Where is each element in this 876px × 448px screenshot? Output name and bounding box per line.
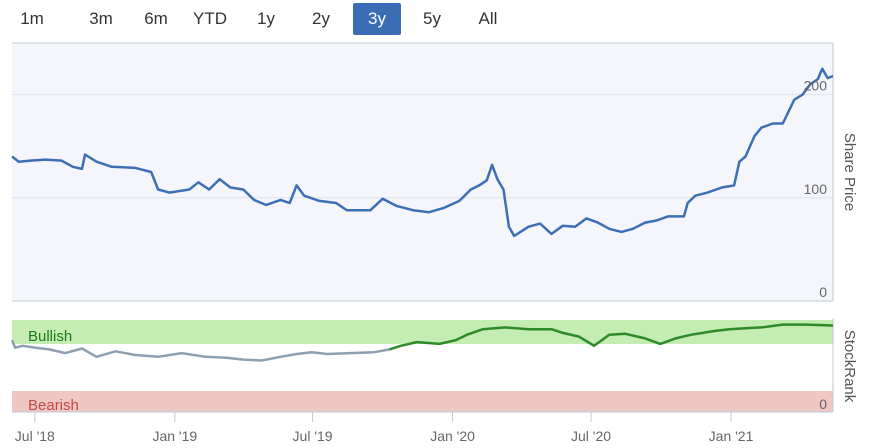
range-button-all[interactable]: All bbox=[478, 9, 498, 28]
share-price-line bbox=[11, 67, 834, 238]
bearish-label: Bearish bbox=[28, 397, 79, 414]
x-tick-label: Jul '19 bbox=[293, 428, 333, 444]
range-selector: 1m 3m 6m YTD 1y 2y 3y 5y All bbox=[0, 0, 520, 36]
price-plot-background bbox=[12, 43, 833, 301]
bullish-zone bbox=[12, 320, 833, 344]
bearish-zone bbox=[12, 391, 833, 412]
range-button-1y[interactable]: 1y bbox=[257, 9, 275, 28]
range-button-6m[interactable]: 6m bbox=[144, 9, 168, 28]
stockrank-line-neutral bbox=[10, 339, 390, 362]
price-tick-label: 200 bbox=[804, 78, 828, 94]
price-tick-label: 0 bbox=[819, 284, 827, 300]
share-price-axis-title: Share Price bbox=[841, 133, 858, 211]
range-button-3y[interactable]: 3y bbox=[353, 3, 401, 35]
stockrank-axis-title: StockRank bbox=[841, 330, 858, 403]
x-tick-label: Jul '20 bbox=[571, 428, 611, 444]
price-tick-label: 100 bbox=[804, 181, 828, 197]
range-button-3m[interactable]: 3m bbox=[89, 9, 113, 28]
x-tick-label: Jan '21 bbox=[709, 428, 754, 444]
range-button-2y[interactable]: 2y bbox=[312, 9, 330, 28]
x-tick-label: Jan '20 bbox=[430, 428, 475, 444]
x-tick-label: Jul '18 bbox=[15, 428, 55, 444]
range-button-1m[interactable]: 1m bbox=[20, 9, 44, 28]
bullish-label: Bullish bbox=[28, 328, 72, 345]
x-tick-label: Jan '19 bbox=[152, 428, 197, 444]
stockrank-line-bullish bbox=[389, 323, 834, 351]
range-button-5y[interactable]: 5y bbox=[423, 9, 441, 28]
range-button-ytd[interactable]: YTD bbox=[193, 9, 227, 28]
stockrank-tick-label: 0 bbox=[819, 396, 827, 412]
